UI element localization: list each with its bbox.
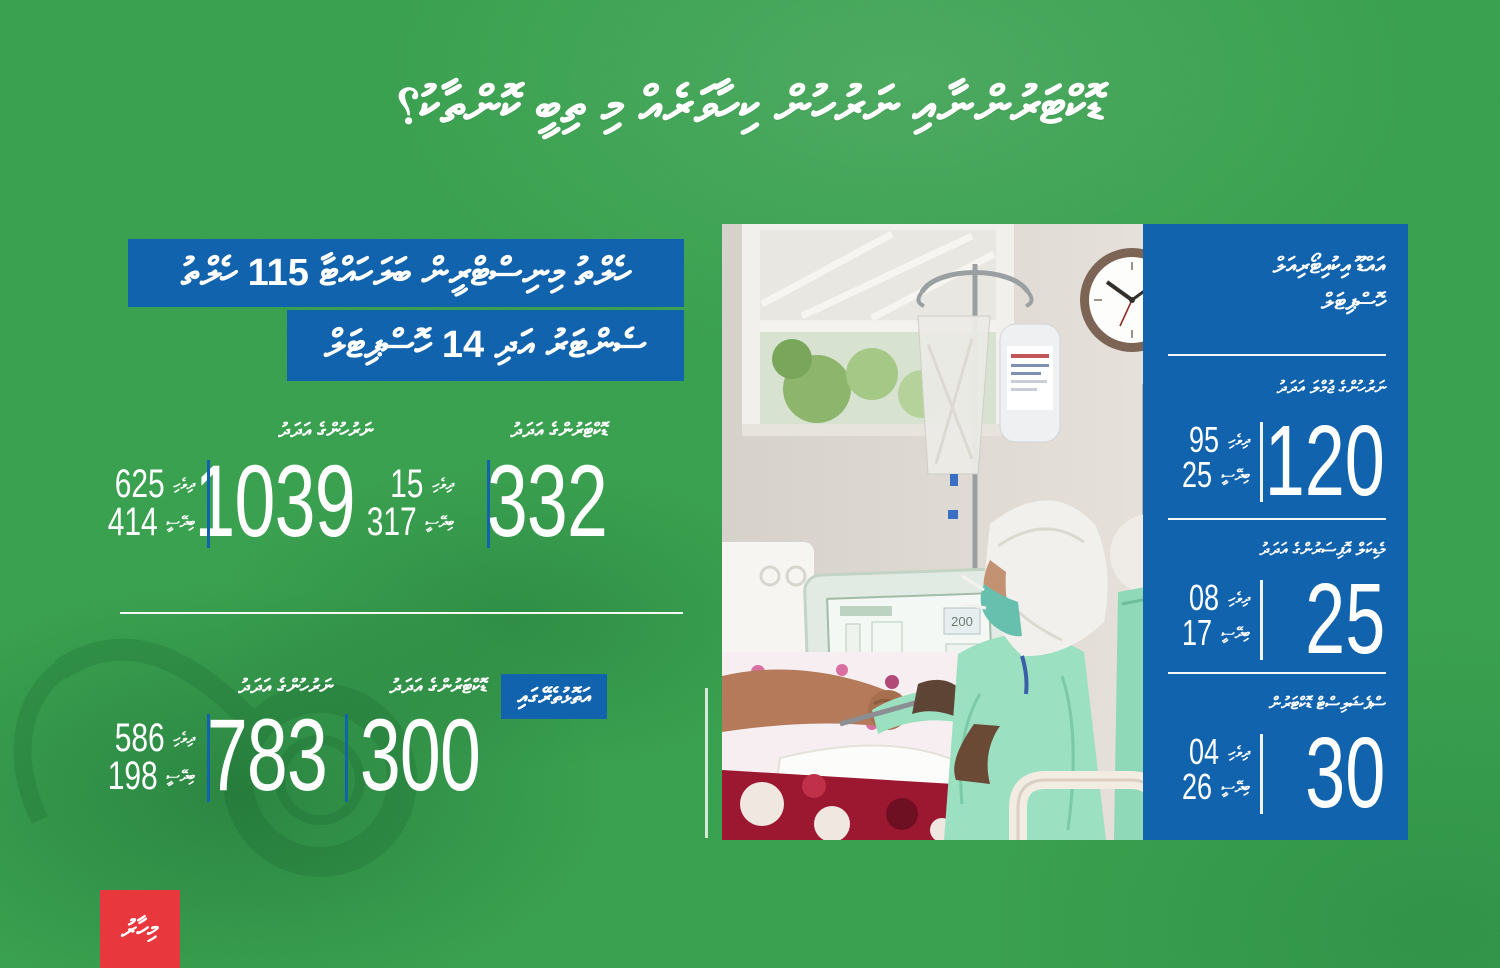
atolls-badge: އަތޮޅުތެރޭގައި (501, 674, 607, 719)
atolls-nurses-breakdown: ދިވެހި 586 ބިދޭސީ 198 (91, 716, 195, 798)
dialysis-unit-photo: 200 (722, 224, 1162, 840)
red-blanket (722, 770, 984, 840)
svg-text:200: 200 (951, 614, 973, 629)
divider-line (207, 460, 210, 548)
foreign-label: ބިދޭސީ (166, 513, 195, 531)
local-label: ދިވެހި (1228, 589, 1250, 607)
ministry-doctors-label: ޑޮކްޓަރުންގެ އަދަދު (510, 420, 608, 442)
hospital-panel: އައްޑޫ އިކުއިޓޯރިއަލް ހޮސްޕިޓަލް ނަރުހުނ… (1143, 224, 1408, 840)
section-divider (120, 612, 683, 614)
divider-line (1260, 422, 1263, 502)
ministry-nurses-local: 625 (114, 462, 165, 506)
foreign-label: ބިދޭސީ (1221, 466, 1250, 484)
panel-nurses-local: 95 (1189, 419, 1220, 460)
divider-line (1260, 580, 1263, 660)
ministry-doctors-total: 332 (486, 444, 608, 558)
panel-medical-officers-local: 08 (1189, 577, 1220, 618)
summary-banner-line2: ސެންޓަރު އަދި 14 ހޮސްޕިޓަލް (287, 310, 684, 381)
panel-specialists-total: 30 (1304, 717, 1385, 829)
atolls-nurses-foreign: 198 (107, 754, 158, 798)
panel-specialists-local: 04 (1189, 731, 1220, 772)
panel-medical-officers-foreign: 17 (1182, 611, 1213, 653)
divider-line (207, 714, 210, 802)
local-label: ދިވެހި (173, 729, 195, 747)
panel-nurses-breakdown: ދިވެހި 95 ބިދޭސީ 25 (1172, 419, 1250, 495)
foreign-label: ބިދޭސީ (1221, 624, 1250, 642)
atolls-nurses-label: ނަރުހުންގެ އަދަދު (238, 676, 333, 698)
hospital-panel-title-line1: އައްޑޫ އިކުއިޓޯރިއަލް (1272, 252, 1386, 278)
hospital-panel-title-line2: ހޮސްޕިޓަލް (1321, 288, 1386, 314)
foreign-label: ބިދޭސީ (166, 767, 195, 785)
panel-medical-officers-total: 25 (1304, 563, 1385, 675)
panel-medical-officers-label: މެޑިކަލް އޮފިސަރުންގެ އަދަދު (1259, 540, 1386, 559)
foreign-label: ބިދޭސީ (1221, 778, 1250, 796)
panel-nurses-label: ނަރުހުންގެ ޖުމްލަ އަދަދު (1276, 378, 1386, 397)
ministry-nurses-total: 1039 (194, 444, 355, 558)
atolls-doctors-label: ޑޮކްޓަރުންގެ އަދަދު (389, 676, 487, 698)
panel-divider (1168, 672, 1386, 674)
atolls-nurses-local: 586 (114, 716, 165, 760)
mihaaru-logo-text: މިހާރު (120, 913, 160, 944)
panel-nurses-foreign: 25 (1182, 453, 1213, 495)
panel-divider (1168, 354, 1386, 356)
divider-line (487, 460, 490, 548)
ministry-nurses-foreign: 414 (107, 500, 158, 544)
panel-divider (1168, 518, 1386, 520)
ministry-nurses-breakdown: ދިވެހި 625 ބިދޭސީ 414 (91, 462, 195, 544)
local-label: ދިވެހި (432, 475, 454, 493)
panel-specialists-breakdown: ދިވެހި 04 ބިދޭސީ 26 (1172, 731, 1250, 807)
ministry-nurses-label: ނަރުހުންގެ އަދަދު (278, 420, 373, 442)
panel-specialists-label: ސްޕެޝަލިސްޓް ޑޮކްޓަރުން (1268, 694, 1386, 713)
divider-line (345, 714, 348, 802)
page-title: ޑޮކްޓަރުންނާއި ނަރުހުން ކިހާވަރެއް މި ތި… (395, 77, 1105, 135)
foreign-label: ބިދޭސީ (425, 513, 454, 531)
atolls-doctors-total: 300 (359, 698, 481, 812)
local-label: ދިވެހި (1228, 743, 1250, 761)
ministry-doctors-breakdown: ދިވެހި 15 ބިދޭސީ 317 (350, 462, 454, 544)
summary-banner-line1: ހެލްތު މިނިސްޓްރީން ބަލަހައްޓާ 115 ހެލްތ… (128, 239, 684, 307)
mihaaru-logo: މިހާރު (100, 890, 180, 968)
panel-nurses-total: 120 (1264, 405, 1385, 517)
ministry-doctors-local: 15 (390, 462, 424, 506)
ministry-doctors-foreign: 317 (366, 500, 417, 544)
iv-bottle (999, 323, 1061, 443)
atolls-nurses-total: 783 (206, 698, 328, 812)
local-label: ދިވެހި (1228, 431, 1250, 449)
local-label: ދިވެހި (173, 475, 195, 493)
panel-medical-officers-breakdown: ދިވެހި 08 ބިދޭސީ 17 (1172, 577, 1250, 653)
panel-specialists-foreign: 26 (1182, 765, 1213, 807)
section-side-divider (705, 688, 708, 838)
divider-line (1260, 734, 1263, 814)
iv-bag (917, 315, 991, 519)
